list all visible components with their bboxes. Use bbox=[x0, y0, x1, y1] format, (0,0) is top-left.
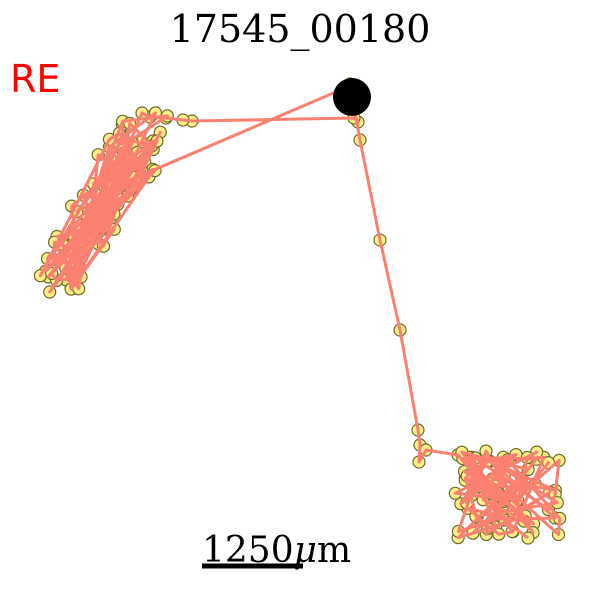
scale-bar-unit: m bbox=[317, 530, 351, 571]
scanpath-line bbox=[38, 82, 562, 540]
eye-label: RE bbox=[10, 57, 60, 101]
start-marker bbox=[333, 78, 371, 116]
scale-bar-unit-prefix: μ bbox=[294, 530, 317, 571]
figure-title: 17545_00180 bbox=[170, 7, 431, 52]
